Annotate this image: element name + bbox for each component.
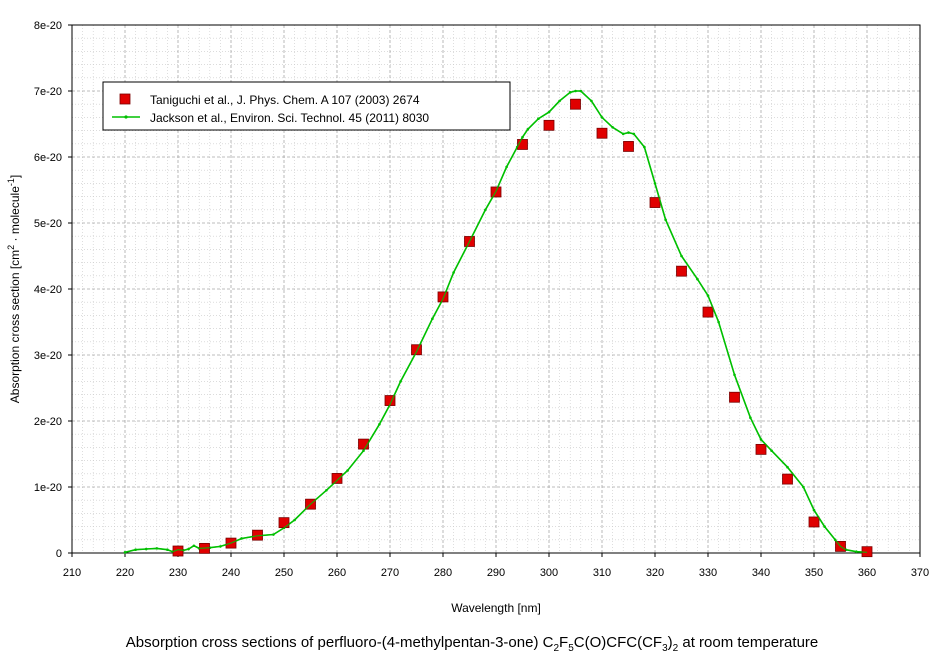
x-tick-label: 210 (63, 567, 81, 579)
series-point-taniguchi (331, 473, 343, 484)
legend-label-taniguchi: Taniguchi et al., J. Phys. Chem. A 107 (… (150, 93, 420, 107)
series-point-taniguchi (782, 473, 793, 485)
series-point-taniguchi (808, 516, 820, 528)
y-tick-label: 2e-20 (34, 416, 62, 428)
x-tick-label: 300 (540, 567, 558, 579)
x-tick-label: 330 (699, 567, 717, 579)
x-tick-label: 260 (328, 567, 346, 579)
caption-part: F (559, 634, 569, 651)
series-line-jackson-overlay (124, 90, 868, 553)
series-point-taniguchi (437, 291, 449, 303)
caption-sub: 2 (553, 643, 560, 654)
y-axis-label: Absorption cross section [cm2 · molecule… (6, 175, 22, 403)
x-axis-label: Wavelength [nm] (451, 601, 541, 615)
x-tick-label: 350 (805, 567, 823, 579)
legend-label-jackson: Jackson et al., Environ. Sci. Technol. 4… (150, 111, 429, 125)
axis-ticks: 210 220 230 240 250 260 270 280 290 300 310 320 330 3… (34, 20, 929, 579)
x-tick-label: 270 (381, 567, 399, 579)
legend-marker-jackson (124, 115, 128, 119)
series-point-taniguchi (649, 197, 661, 208)
x-tick-label: 360 (858, 567, 876, 579)
x-tick-label: 250 (275, 567, 293, 579)
x-tick-label: 280 (434, 567, 452, 579)
x-tick-label: 320 (646, 567, 664, 579)
series-point-taniguchi (755, 443, 767, 455)
x-tick-label: 290 (487, 567, 505, 579)
caption-part: C(O)CFC(CF (573, 634, 663, 651)
x-tick-label: 310 (593, 567, 611, 579)
x-tick-label: 240 (222, 567, 240, 579)
legend-marker-taniguchi (119, 93, 131, 105)
y-tick-label: 1e-20 (34, 482, 62, 494)
series-point-taniguchi (570, 98, 581, 110)
series-point-taniguchi (278, 517, 290, 529)
y-tick-label: 0 (56, 548, 62, 560)
series-point-taniguchi (543, 119, 555, 131)
x-tick-label: 220 (116, 567, 134, 579)
x-tick-label: 340 (752, 567, 770, 579)
legend: Taniguchi et al., J. Phys. Chem. A 107 (… (102, 81, 511, 131)
series-point-taniguchi (596, 127, 608, 139)
series-layer (123, 89, 873, 558)
series-point-taniguchi (702, 306, 714, 318)
series-point-taniguchi (623, 141, 634, 152)
y-tick-label: 3e-20 (34, 350, 62, 362)
caption-sub: 3 (662, 643, 668, 654)
series-point-taniguchi (411, 344, 422, 356)
caption-sub: 5 (568, 643, 574, 654)
x-tick-label: 230 (169, 567, 187, 579)
x-tick-label: 370 (911, 567, 929, 579)
series-point-taniguchi (358, 438, 369, 450)
y-tick-label: 7e-20 (34, 86, 62, 98)
y-tick-label: 8e-20 (34, 20, 62, 32)
caption-part: ) (667, 634, 673, 651)
series-point-taniguchi (676, 265, 687, 277)
caption-main: Absorption cross sections of perfluoro-(… (125, 634, 554, 651)
y-tick-label: 6e-20 (34, 152, 62, 164)
y-tick-label: 4e-20 (34, 284, 62, 296)
legend-box (102, 81, 511, 131)
series-point-taniguchi (517, 139, 528, 150)
y-tick-label: 5e-20 (34, 218, 62, 230)
caption-sub: 2 (672, 643, 679, 654)
caption-tail: at room temperature (678, 634, 819, 651)
series-point-taniguchi (729, 391, 740, 403)
figure-caption: Absorption cross sections of perfluoro-(… (0, 634, 944, 654)
